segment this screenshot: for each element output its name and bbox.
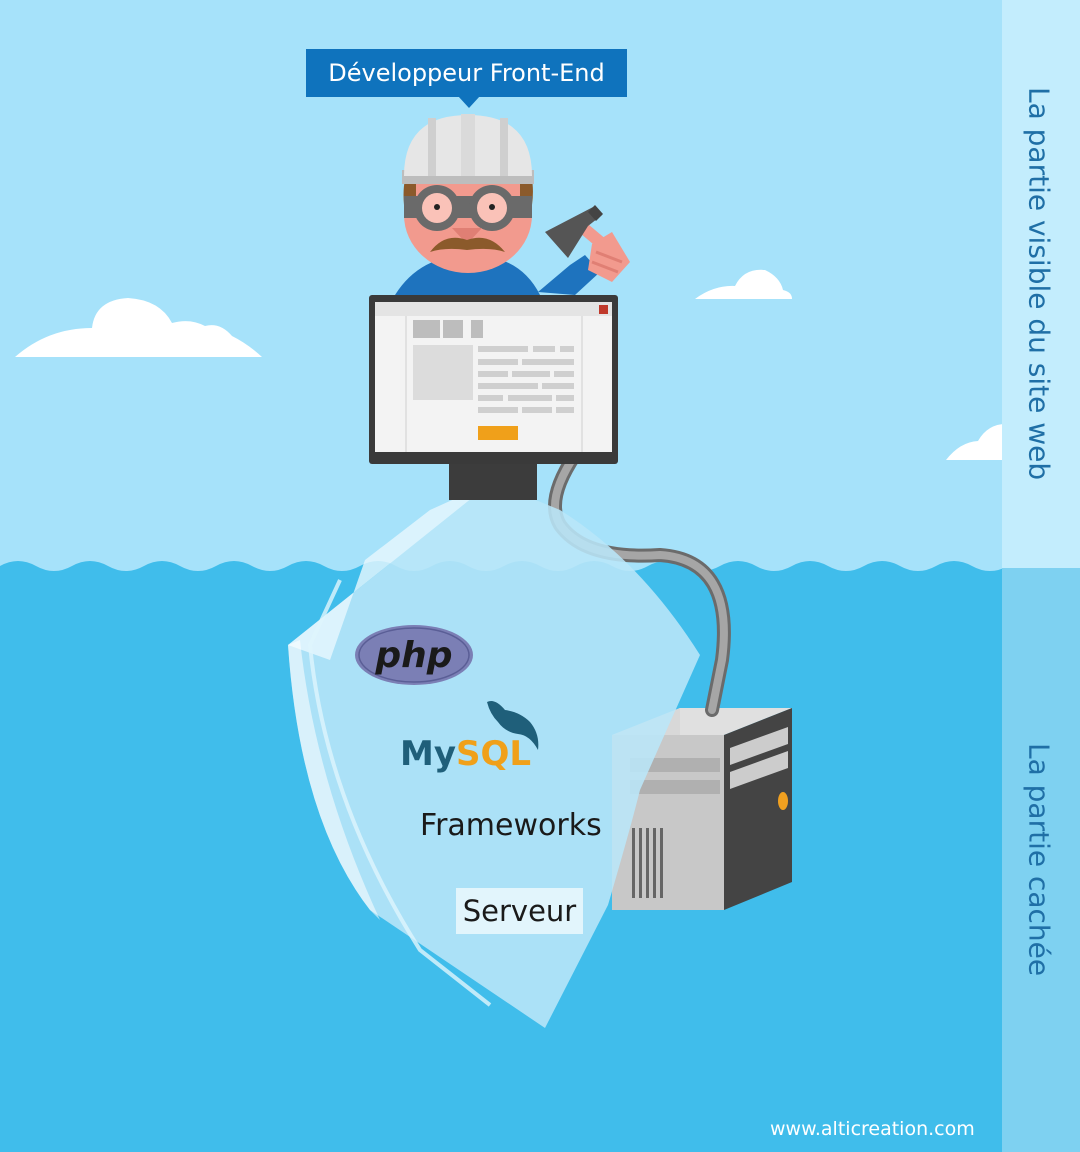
iceberg — [288, 482, 700, 1028]
php-logo-icon: php — [355, 625, 473, 685]
side-panel-bottom — [1002, 568, 1080, 1152]
hidden-part-label: La partie cachée — [1022, 743, 1056, 977]
cloud-mid-icon — [695, 269, 792, 299]
developer-character — [395, 114, 630, 295]
visible-part-label: La partie visible du site web — [1022, 87, 1056, 481]
svg-text:MySQL: MySQL — [400, 734, 531, 774]
monitor-icon — [369, 295, 618, 500]
svg-text:php: php — [374, 635, 452, 676]
side-panel-top — [1002, 0, 1080, 568]
mysql-logo-icon: MySQL — [400, 701, 539, 774]
frameworks-label: Frameworks — [420, 808, 602, 843]
developer-role-tooltip: Développeur Front-End — [306, 49, 627, 108]
cloud-left-icon — [15, 298, 262, 357]
server-label: Serveur — [456, 888, 583, 934]
hammer-icon — [545, 205, 630, 282]
site-credit: www.alticreation.com — [770, 1118, 975, 1140]
